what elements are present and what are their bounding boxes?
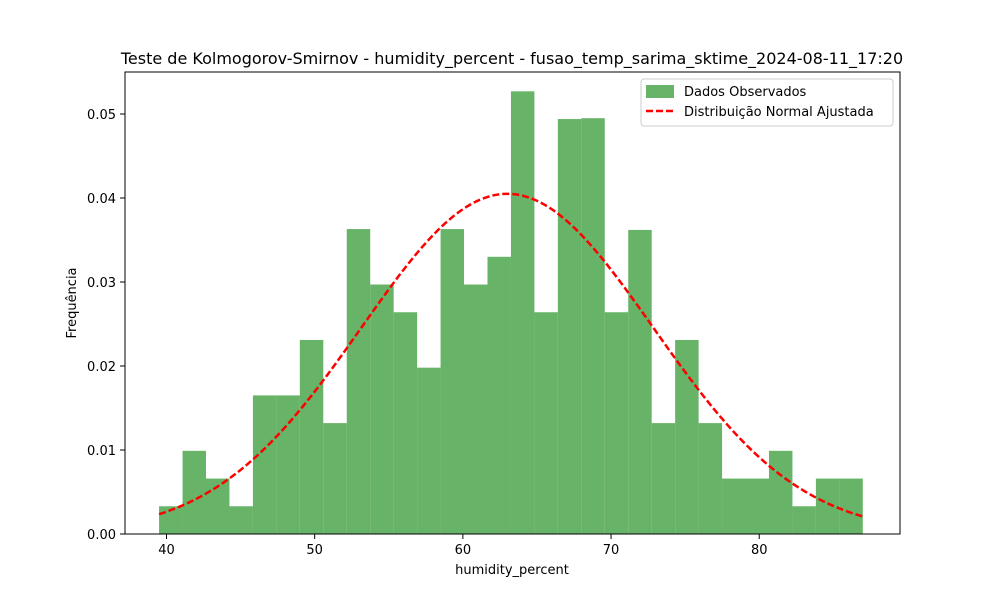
histogram-bar	[487, 256, 511, 534]
histogram-bar	[346, 229, 371, 534]
histogram-bar	[839, 478, 863, 534]
y-tick-label: 0.05	[87, 108, 116, 123]
legend-label-observed: Dados Observados	[684, 85, 807, 100]
histogram-bar	[768, 450, 793, 534]
x-tick-label: 50	[306, 543, 323, 558]
y-tick-label: 0.02	[87, 360, 116, 375]
histogram-bar	[722, 478, 746, 534]
y-axis-ticks: 0.00 0.01 0.02 0.03 0.04 0.05	[87, 108, 125, 543]
histogram-bar	[182, 450, 206, 534]
chart-title: Teste de Kolmogorov-Smirnov - humidity_p…	[120, 49, 903, 69]
histogram-bar	[393, 312, 418, 534]
normal-curve-layer	[158, 192, 864, 518]
y-tick-label: 0.01	[87, 444, 116, 459]
x-tick-label: 60	[455, 543, 472, 558]
histogram-bar	[440, 229, 465, 534]
x-axis-ticks: 40 50 60 70 80	[158, 534, 767, 558]
histogram-bar	[370, 284, 394, 534]
y-tick-label: 0.03	[87, 276, 116, 291]
normal-curve-line	[158, 192, 864, 518]
histogram-bar	[464, 284, 488, 534]
y-tick-label: 0.00	[87, 528, 116, 543]
y-axis-label: Frequência	[65, 267, 80, 338]
histogram-bar	[510, 91, 535, 534]
histogram-bar	[604, 312, 629, 534]
x-tick-label: 70	[603, 543, 620, 558]
histogram-bar	[534, 312, 558, 534]
legend-box	[640, 78, 894, 127]
histogram-bar	[581, 118, 605, 534]
histogram-bar	[815, 478, 840, 534]
histogram-bar	[229, 506, 253, 534]
histogram-bar	[323, 423, 347, 534]
histogram-bar	[557, 119, 582, 534]
histogram-bar	[792, 506, 816, 534]
histogram-bar	[698, 423, 723, 534]
histogram-bar	[675, 339, 699, 534]
histogram-bar	[628, 229, 652, 535]
x-axis-label: humidity_percent	[455, 563, 569, 578]
x-tick-label: 40	[158, 543, 175, 558]
histogram-bar	[651, 423, 676, 534]
legend-label-normal: Distribuição Normal Ajustada	[684, 105, 874, 120]
histogram-bar	[417, 367, 441, 534]
y-tick-label: 0.04	[87, 192, 116, 207]
histogram-bar	[206, 478, 230, 534]
histogram-bar	[252, 395, 277, 534]
legend: Dados Observados Distribuição Normal Aju…	[640, 78, 894, 127]
histogram-bar	[745, 478, 769, 534]
plot-frame	[124, 71, 901, 535]
legend-swatch-observed	[646, 85, 674, 98]
x-tick-label: 80	[751, 543, 768, 558]
histogram-bar	[299, 339, 324, 534]
